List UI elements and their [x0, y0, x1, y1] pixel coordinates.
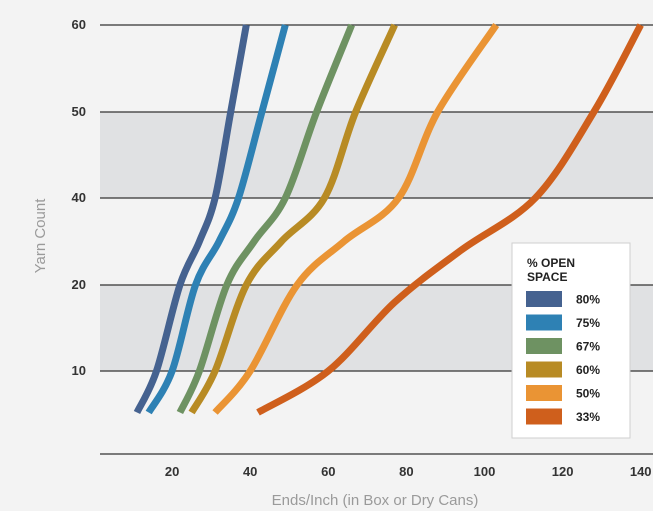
gridlines	[100, 24, 653, 455]
legend-swatch-60pct	[526, 361, 562, 378]
legend-label-80pct: 80%	[576, 293, 600, 307]
series-line-75pct	[145, 24, 289, 415]
x-tick-label-140: 140	[630, 464, 652, 479]
series-line-67pct	[176, 23, 355, 415]
series-line-33pct	[256, 23, 644, 416]
series-line-50pct	[212, 23, 500, 415]
legend-swatch-67pct	[526, 338, 562, 354]
y-axis-title: Yarn Count	[32, 198, 49, 274]
y-tick-label-40: 40	[72, 190, 86, 205]
legend-label-50pct: 50%	[576, 387, 600, 401]
legend-title-line2: SPACE	[527, 270, 567, 284]
y-tick-label-60: 60	[72, 17, 86, 32]
legend-box	[511, 242, 631, 439]
series-layer	[133, 23, 644, 416]
y-tick-labels: 10 20 40 50 60	[72, 17, 86, 378]
x-axis-title: Ends/Inch (in Box or Dry Cans)	[272, 492, 479, 509]
series-line-80pct	[133, 24, 250, 415]
y-tick-label-20: 20	[72, 277, 86, 292]
x-tick-label-60: 60	[321, 464, 335, 479]
legend-swatch-50pct	[526, 385, 562, 401]
legend-label-67pct: 67%	[576, 340, 600, 354]
legend-title: % OPEN	[527, 256, 575, 270]
legend-label-60pct: 60%	[576, 363, 600, 377]
x-tick-label-120: 120	[552, 464, 574, 479]
legend: % OPEN SPACE 80% 75% 67% 60% 50% 33%	[511, 242, 631, 439]
x-tick-label-80: 80	[399, 464, 413, 479]
band-40-50	[100, 112, 653, 198]
legend-label-33pct: 33%	[576, 410, 600, 424]
x-tick-labels: 20 40 60 80 100 120 140	[165, 464, 652, 479]
x-tick-label-20: 20	[165, 464, 179, 479]
y-tick-label-50: 50	[72, 104, 86, 119]
legend-items: 80% 75% 67% 60% 50% 33%	[526, 291, 600, 425]
x-tick-label-100: 100	[474, 464, 496, 479]
legend-swatch-33pct	[526, 408, 562, 425]
y-tick-label-10: 10	[72, 363, 86, 378]
series-line-60pct	[188, 23, 398, 415]
legend-label-75pct: 75%	[576, 316, 600, 330]
legend-swatch-80pct	[526, 291, 562, 307]
legend-swatch-75pct	[526, 314, 562, 331]
x-tick-label-40: 40	[243, 464, 257, 479]
